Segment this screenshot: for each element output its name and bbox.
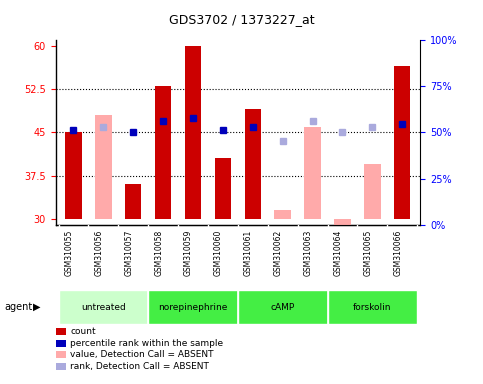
Text: GSM310056: GSM310056 bbox=[94, 230, 103, 276]
Bar bbox=[155, 86, 171, 219]
FancyBboxPatch shape bbox=[148, 290, 238, 324]
FancyBboxPatch shape bbox=[238, 290, 327, 324]
Bar bbox=[304, 127, 321, 219]
Text: GSM310064: GSM310064 bbox=[333, 230, 342, 276]
Text: GSM310065: GSM310065 bbox=[363, 230, 372, 276]
FancyBboxPatch shape bbox=[58, 290, 148, 324]
Bar bbox=[274, 210, 291, 219]
Text: GSM310059: GSM310059 bbox=[184, 230, 193, 276]
Text: GSM310060: GSM310060 bbox=[214, 230, 223, 276]
Text: ▶: ▶ bbox=[32, 302, 40, 312]
Text: percentile rank within the sample: percentile rank within the sample bbox=[70, 339, 223, 348]
Text: rank, Detection Call = ABSENT: rank, Detection Call = ABSENT bbox=[70, 362, 209, 371]
Text: GSM310063: GSM310063 bbox=[304, 230, 313, 276]
Bar bbox=[244, 109, 261, 219]
Text: GDS3702 / 1373227_at: GDS3702 / 1373227_at bbox=[169, 13, 314, 26]
Bar bbox=[364, 164, 381, 219]
Text: GSM310057: GSM310057 bbox=[124, 230, 133, 276]
Text: GSM310058: GSM310058 bbox=[154, 230, 163, 276]
Text: GSM310066: GSM310066 bbox=[393, 230, 402, 276]
Bar bbox=[394, 66, 411, 219]
FancyBboxPatch shape bbox=[327, 290, 417, 324]
Bar bbox=[185, 46, 201, 219]
Text: agent: agent bbox=[5, 302, 33, 312]
Text: count: count bbox=[70, 327, 96, 336]
Text: GSM310062: GSM310062 bbox=[274, 230, 283, 276]
Bar bbox=[65, 132, 82, 219]
Text: GSM310055: GSM310055 bbox=[64, 230, 73, 276]
Text: forskolin: forskolin bbox=[353, 303, 392, 312]
Bar bbox=[125, 184, 142, 219]
Text: GSM310061: GSM310061 bbox=[244, 230, 253, 276]
Bar bbox=[215, 159, 231, 219]
Bar bbox=[95, 115, 112, 219]
Text: norepinephrine: norepinephrine bbox=[158, 303, 227, 312]
Text: untreated: untreated bbox=[81, 303, 126, 312]
Text: cAMP: cAMP bbox=[270, 303, 295, 312]
Bar bbox=[334, 219, 351, 248]
Text: value, Detection Call = ABSENT: value, Detection Call = ABSENT bbox=[70, 350, 213, 359]
